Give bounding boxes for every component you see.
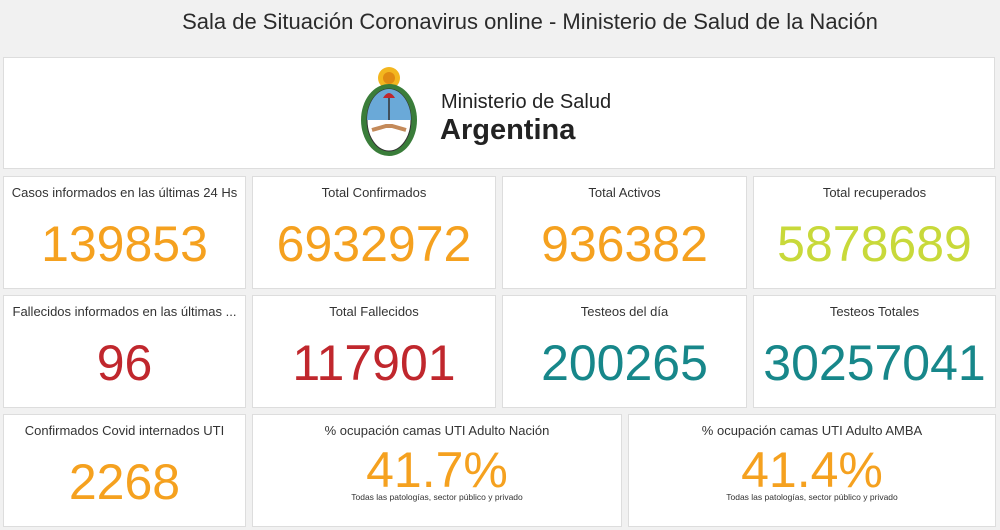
- card-value: 200265: [541, 335, 708, 391]
- stat-card: Total recuperados 5878689: [753, 176, 996, 289]
- stat-card: Confirmados Covid internados UTI 2268: [3, 414, 246, 527]
- org-country: Argentina: [440, 114, 576, 146]
- card-subtitle: Todas las patologías, sector público y p…: [726, 492, 898, 502]
- org-name: Ministerio de Salud: [441, 91, 612, 113]
- card-value: 6932972: [276, 216, 472, 272]
- stat-card: Fallecidos informados en las últimas ...…: [3, 295, 246, 408]
- stat-card: Total Activos 936382: [502, 176, 747, 289]
- card-title: Fallecidos informados en las últimas ...: [12, 304, 237, 319]
- card-title: Total recuperados: [822, 185, 927, 200]
- stat-card: Total Confirmados 6932972: [252, 176, 496, 289]
- stat-card: Testeos del día 200265: [502, 295, 747, 408]
- card-subtitle: Todas las patologías, sector público y p…: [351, 492, 523, 502]
- card-title: Testeos del día: [580, 304, 669, 319]
- card-title: Testeos Totales: [829, 304, 920, 319]
- card-value: 30257041: [763, 335, 986, 391]
- emblem: [361, 67, 417, 156]
- card-value: 41.7%: [366, 442, 508, 498]
- card-value: 117901: [292, 335, 456, 391]
- card-value: 5878689: [777, 216, 972, 272]
- card-title: Casos informados en las últimas 24 Hs: [11, 185, 238, 200]
- stat-card: Testeos Totales 30257041: [753, 295, 996, 408]
- card-value: 936382: [541, 216, 708, 272]
- card-value: 41.4%: [741, 442, 883, 498]
- hands: [371, 124, 407, 132]
- stat-card: % ocupación camas UTI Adulto AMBA 41.4% To…: [628, 414, 996, 527]
- card-title: % ocupación camas UTI Adulto AMBA: [701, 423, 923, 438]
- page-title: Sala de Situación Coronavirus online - M…: [182, 9, 878, 34]
- stat-card: Casos informados en las últimas 24 Hs 139…: [3, 176, 246, 289]
- card-value: 139853: [41, 216, 208, 272]
- card-title: Confirmados Covid internados UTI: [24, 423, 225, 438]
- cap: [383, 93, 395, 98]
- card-title: Total Activos: [588, 185, 661, 200]
- stat-card: Total Fallecidos 117901: [252, 295, 496, 408]
- sun-face: [383, 72, 395, 84]
- card-title: Total Confirmados: [321, 185, 427, 200]
- card-value: 96: [96, 335, 153, 391]
- stat-card: % ocupación camas UTI Adulto Nación 41.7%…: [252, 414, 622, 527]
- card-title: % ocupación camas UTI Adulto Nación: [324, 423, 550, 438]
- card-title: Total Fallecidos: [329, 304, 419, 319]
- card-value: 2268: [68, 454, 181, 510]
- logo-card: Ministerio de Salud Argentina: [3, 57, 995, 169]
